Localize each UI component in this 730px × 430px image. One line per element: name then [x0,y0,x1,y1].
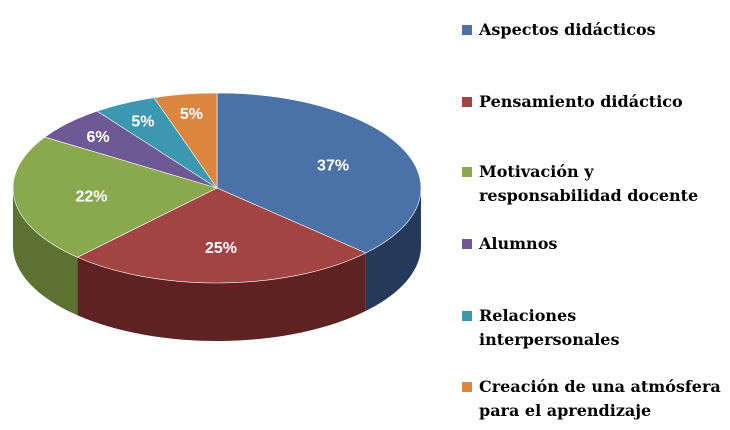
legend-label: Creación de una atmósfera para el aprend… [479,377,721,420]
legend-item-pensamiento-didactico: Pensamiento didáctico [462,90,683,114]
legend-label: Pensamiento didáctico [479,92,683,111]
pie-value-label-0: 37% [317,158,349,175]
legend-label: Aspectos didácticos [479,20,656,39]
pie-chart: 37% 25% 22% 6% 5% 5% [12,92,422,341]
legend-swatch [462,167,472,177]
legend-item-alumnos: Alumnos [462,232,557,256]
legend-swatch [462,382,472,392]
legend-label: Alumnos [479,234,558,253]
pie-side-0 [365,188,421,312]
pie-value-label-2: 22% [76,188,108,205]
pie-slice-1 [76,187,367,284]
pie-side-2 [13,188,78,316]
legend-label: Relaciones interpersonales [479,306,620,349]
pie-value-label-5: 5% [180,106,203,123]
legend-swatch [462,97,472,107]
pie-value-labels: 37% 25% 22% 6% 5% 5% [76,106,350,257]
pie-value-label-1: 25% [205,240,237,257]
legend-item-motivacion-responsabilidad: Motivación y responsabilidad docente [462,160,698,208]
pie-side-1 [77,253,366,341]
pie-slice-0 [216,92,422,254]
pie-slice-2 [12,136,218,258]
legend-item-creacion-atmosfera: Creación de una atmósfera para el aprend… [462,375,721,423]
legend-label: Motivación y responsabilidad docente [479,162,699,205]
pie-side-walls [13,188,421,341]
pie-value-label-4: 5% [131,113,154,130]
legend-item-relaciones-interpersonales: Relaciones interpersonales [462,304,619,352]
legend-item-aspectos-didacticos: Aspectos didácticos [462,18,656,42]
pie-top-faces [12,92,422,284]
pie-value-label-3: 6% [86,129,109,146]
legend-swatch [462,25,472,35]
pie-slice-5 [153,92,218,189]
legend-swatch [462,311,472,321]
legend-swatch [462,239,472,249]
